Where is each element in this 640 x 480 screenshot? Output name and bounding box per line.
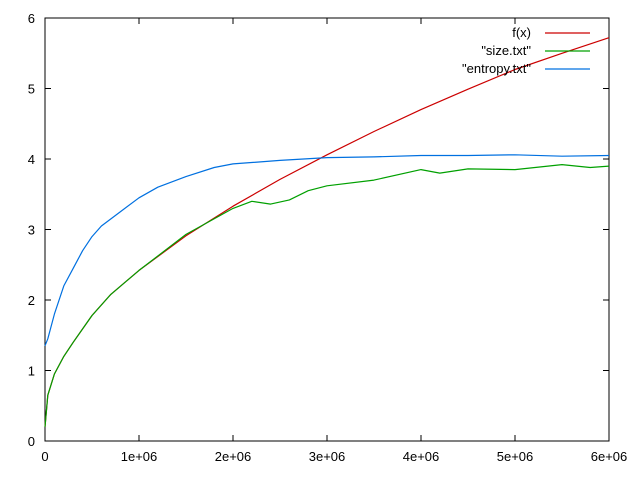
- x-tick-label: 0: [41, 449, 48, 464]
- y-tick-label: 0: [28, 434, 35, 449]
- y-tick-label: 5: [28, 82, 35, 97]
- legend-label-size-txt: "size.txt": [481, 43, 531, 58]
- series-line-entropy-txt: [44, 154, 610, 347]
- x-tick-label: 6e+06: [591, 449, 628, 464]
- legend: f(x) "size.txt" "entropy.txt": [462, 25, 590, 76]
- axes-layer: 0 1e+06 2e+06 3e+06 4e+06 5e+06 6e+06 0 1 2 3 4 5 6: [28, 11, 627, 464]
- y-tick-label: 2: [28, 293, 35, 308]
- series-line-f-x: [44, 37, 610, 427]
- x-tick-label: 3e+06: [309, 449, 346, 464]
- series-line-size-txt: [44, 164, 610, 427]
- legend-label-entropy-txt: "entropy.txt": [462, 61, 531, 76]
- y-tick-label: 3: [28, 223, 35, 238]
- y-tick-label: 6: [28, 11, 35, 26]
- x-tick-label: 4e+06: [403, 449, 440, 464]
- x-tick-label: 2e+06: [215, 449, 252, 464]
- y-tick-label: 1: [28, 364, 35, 379]
- series-layer: [44, 37, 610, 427]
- plot-frame: [44, 17, 610, 442]
- y-tick-label: 4: [28, 152, 35, 167]
- x-tick-label: 1e+06: [121, 449, 158, 464]
- x-tick-label: 5e+06: [497, 449, 534, 464]
- legend-label-f-x: f(x): [512, 25, 531, 40]
